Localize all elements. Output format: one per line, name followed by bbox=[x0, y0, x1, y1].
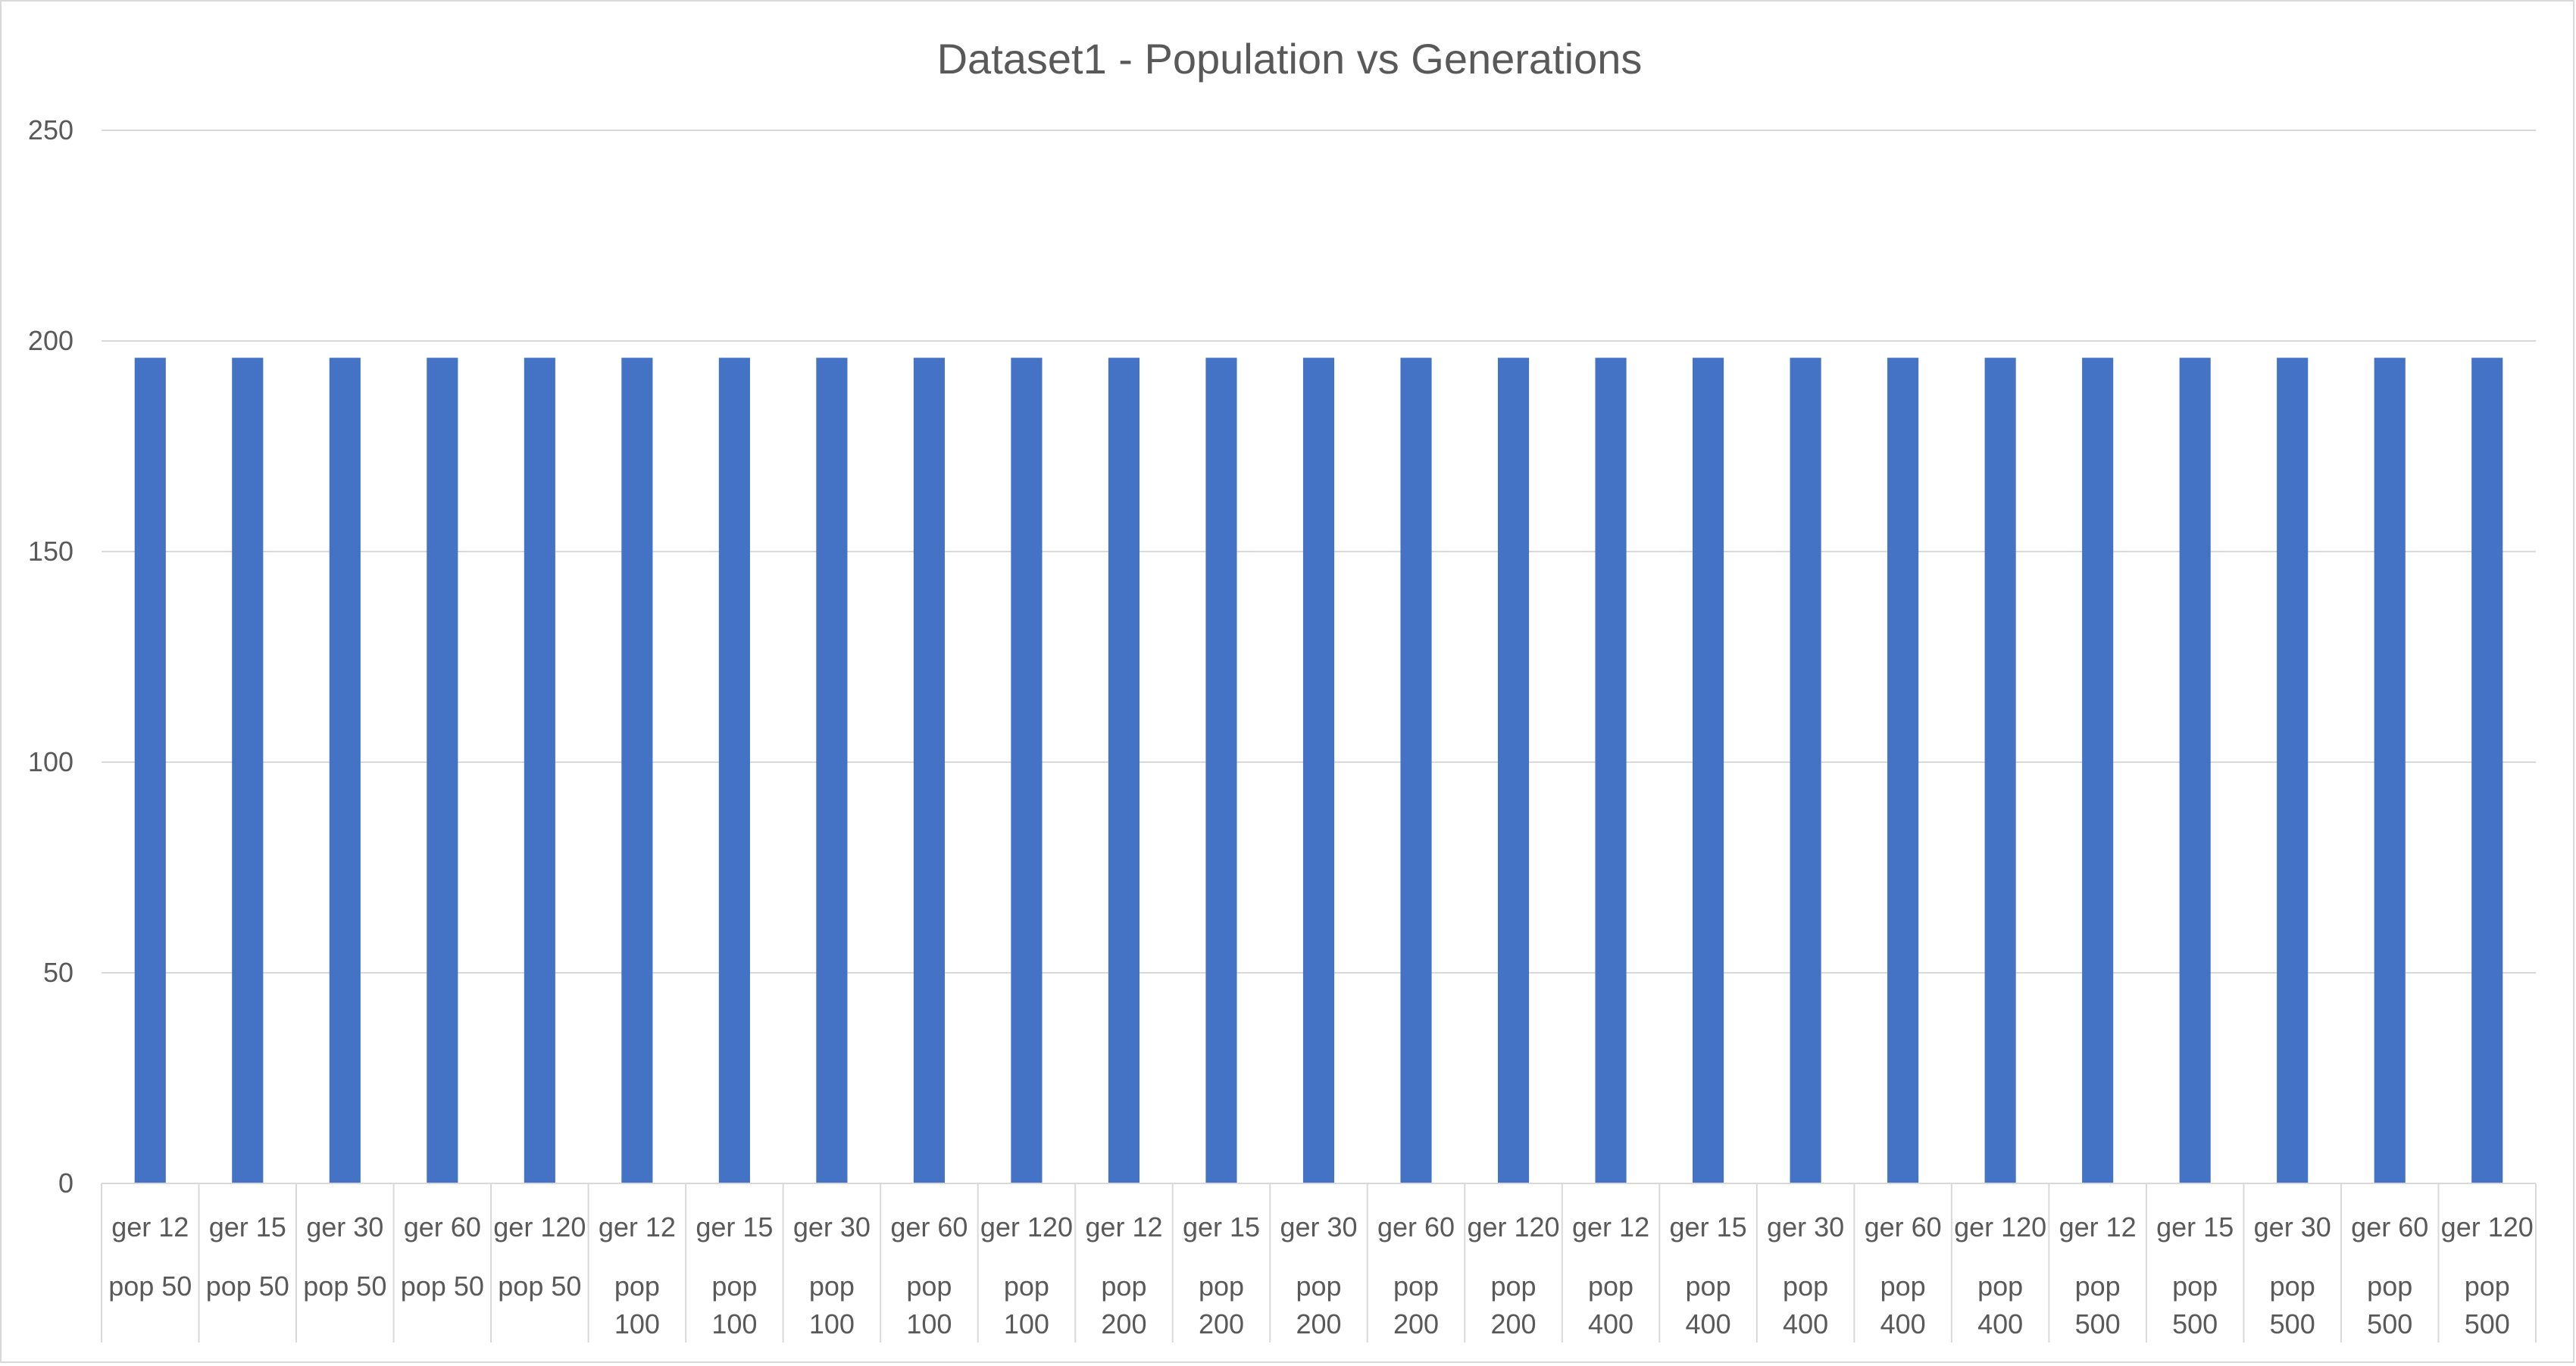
x-group-label: pop 400 bbox=[1588, 1271, 1633, 1339]
x-group-label: pop 50 bbox=[108, 1271, 192, 1302]
x-group-label: pop 50 bbox=[498, 1271, 581, 1302]
bar bbox=[1205, 358, 1237, 1183]
x-axis bbox=[101, 1183, 2537, 1343]
x-group-label: pop 400 bbox=[1880, 1271, 1926, 1339]
x-category-label: ger 120 bbox=[2441, 1211, 2534, 1243]
bar bbox=[524, 358, 555, 1183]
x-category-label: ger 30 bbox=[1767, 1211, 1844, 1243]
bar bbox=[1595, 358, 1627, 1183]
bar bbox=[1011, 358, 1043, 1183]
x-category-label: ger 120 bbox=[1467, 1211, 1559, 1243]
y-tick-label: 250 bbox=[28, 114, 73, 145]
x-group-label: pop 400 bbox=[1977, 1271, 2023, 1339]
x-axis-labels: ger 12 pop 50 ger 15 pop 50 ger 30 pop 50 ger … bbox=[108, 1211, 2534, 1339]
x-category-label: ger 15 bbox=[1670, 1211, 1747, 1243]
bar bbox=[2277, 358, 2309, 1183]
bar bbox=[816, 358, 848, 1183]
x-group-label: pop 100 bbox=[711, 1271, 757, 1339]
bar bbox=[2179, 358, 2211, 1183]
x-category-label: ger 60 bbox=[2351, 1211, 2428, 1243]
y-tick-label: 100 bbox=[28, 746, 73, 777]
bar bbox=[621, 358, 653, 1183]
y-axis-ticks: 0 50 100 150 200 250 bbox=[28, 114, 73, 1199]
y-tick-label: 0 bbox=[58, 1168, 73, 1199]
x-group-label: pop 100 bbox=[614, 1271, 660, 1339]
bar bbox=[2374, 358, 2406, 1183]
x-category-label: ger 12 bbox=[1085, 1211, 1162, 1243]
x-category-label: ger 120 bbox=[980, 1211, 1073, 1243]
x-category-label: ger 30 bbox=[793, 1211, 871, 1243]
x-group-label: pop 500 bbox=[2465, 1271, 2510, 1339]
x-group-label: pop 100 bbox=[809, 1271, 855, 1339]
x-category-label: ger 30 bbox=[2254, 1211, 2331, 1243]
x-group-label: pop 200 bbox=[1393, 1271, 1439, 1339]
x-group-label: pop 100 bbox=[1004, 1271, 1049, 1339]
bar bbox=[427, 358, 458, 1183]
x-category-label: ger 120 bbox=[493, 1211, 586, 1243]
bar bbox=[1400, 358, 1432, 1183]
bar bbox=[329, 358, 361, 1183]
chart-title: Dataset1 - Population vs Generations bbox=[937, 35, 1643, 83]
x-category-label: ger 12 bbox=[111, 1211, 189, 1243]
bar bbox=[718, 358, 750, 1183]
x-category-label: ger 12 bbox=[2059, 1211, 2137, 1243]
x-category-label: ger 12 bbox=[599, 1211, 676, 1243]
bar bbox=[1887, 358, 1919, 1183]
x-category-label: ger 120 bbox=[1954, 1211, 2046, 1243]
bars bbox=[134, 358, 2503, 1183]
bar bbox=[1984, 358, 2016, 1183]
bar bbox=[134, 358, 166, 1183]
bar bbox=[232, 358, 264, 1183]
bar bbox=[1108, 358, 1140, 1183]
bar bbox=[2471, 358, 2503, 1183]
x-group-label: pop 200 bbox=[1296, 1271, 1341, 1339]
bar bbox=[1497, 358, 1530, 1183]
x-category-label: ger 15 bbox=[2156, 1211, 2234, 1243]
bar bbox=[2082, 358, 2114, 1183]
x-group-label: pop 500 bbox=[2367, 1271, 2412, 1339]
x-group-label: pop 200 bbox=[1101, 1271, 1146, 1339]
x-group-label: pop 50 bbox=[401, 1271, 484, 1302]
x-group-label: pop 400 bbox=[1686, 1271, 1731, 1339]
bar bbox=[1302, 358, 1335, 1183]
x-category-label: ger 60 bbox=[890, 1211, 968, 1243]
x-category-label: ger 60 bbox=[404, 1211, 481, 1243]
x-group-label: pop 200 bbox=[1491, 1271, 1537, 1339]
x-group-label: pop 500 bbox=[2172, 1271, 2218, 1339]
y-tick-label: 200 bbox=[28, 325, 73, 356]
bar bbox=[913, 358, 945, 1183]
x-category-label: ger 15 bbox=[1183, 1211, 1260, 1243]
x-group-label: pop 500 bbox=[2270, 1271, 2315, 1339]
x-group-label: pop 200 bbox=[1199, 1271, 1244, 1339]
y-tick-label: 150 bbox=[28, 536, 73, 567]
x-group-label: pop 400 bbox=[1783, 1271, 1828, 1339]
x-category-label: ger 12 bbox=[1572, 1211, 1649, 1243]
x-category-label: ger 30 bbox=[306, 1211, 383, 1243]
x-group-label: pop 100 bbox=[906, 1271, 952, 1339]
y-tick-label: 50 bbox=[43, 957, 73, 988]
x-category-label: ger 15 bbox=[209, 1211, 286, 1243]
bar bbox=[1693, 358, 1724, 1183]
x-category-label: ger 15 bbox=[696, 1211, 773, 1243]
x-category-label: ger 30 bbox=[1280, 1211, 1357, 1243]
x-group-label: pop 500 bbox=[2075, 1271, 2121, 1339]
bar bbox=[1790, 358, 1821, 1183]
x-group-label: pop 50 bbox=[206, 1271, 289, 1302]
x-category-label: ger 60 bbox=[1377, 1211, 1455, 1243]
x-category-label: ger 60 bbox=[1865, 1211, 1942, 1243]
x-group-label: pop 50 bbox=[303, 1271, 386, 1302]
